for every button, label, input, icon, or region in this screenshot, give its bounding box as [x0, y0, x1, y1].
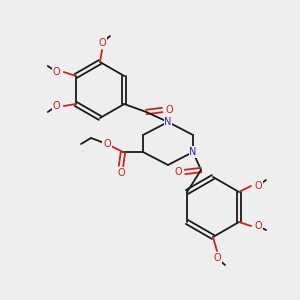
Text: O: O: [174, 167, 182, 177]
Text: O: O: [103, 139, 111, 149]
Text: N: N: [164, 117, 172, 127]
Text: O: O: [165, 105, 173, 115]
Text: O: O: [254, 181, 262, 191]
Text: O: O: [98, 38, 106, 48]
Text: O: O: [53, 101, 61, 111]
Text: O: O: [53, 67, 61, 77]
Text: O: O: [213, 253, 221, 263]
Text: O: O: [254, 221, 262, 231]
Text: N: N: [189, 147, 197, 157]
Text: O: O: [117, 168, 125, 178]
